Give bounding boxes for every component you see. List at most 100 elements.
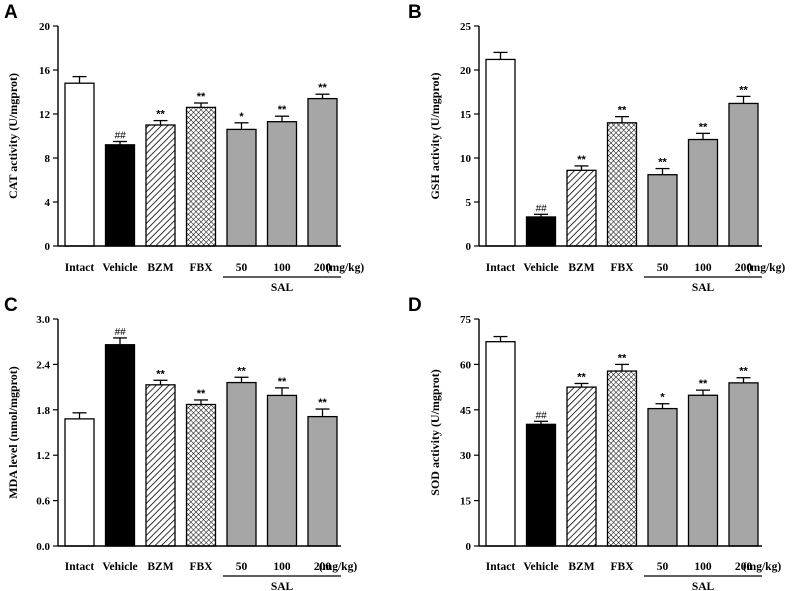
- bar-fbx: [606, 122, 638, 247]
- x-category-label: BZM: [147, 262, 173, 274]
- x-category-label: 200: [735, 561, 753, 573]
- y-axis-label: CAT activity (U/mgprot): [6, 73, 20, 199]
- x-category-label: Intact: [65, 262, 95, 274]
- bar-50: [226, 381, 257, 547]
- x-category-label: 200: [314, 262, 332, 274]
- panel-b: B GSH activity (U/mgprot) 0 5 10 15 20 25 Intact…: [408, 2, 785, 294]
- significance-marker: **: [577, 154, 586, 166]
- y-tick-label: 15: [460, 496, 472, 508]
- significance-marker: **: [577, 371, 586, 383]
- y-tick-label: 30: [460, 450, 472, 462]
- panel-letter: B: [408, 2, 422, 23]
- bar-vehicle: [525, 216, 557, 247]
- significance-marker: ##: [535, 203, 547, 214]
- significance-marker: **: [739, 366, 748, 378]
- bar-100: [687, 138, 719, 247]
- y-tick-label: 16: [39, 65, 51, 77]
- y-tick-label: 20: [460, 65, 472, 77]
- x-category-label: 50: [657, 262, 669, 274]
- y-tick-label: 2.4: [36, 359, 50, 371]
- significance-marker: ##: [535, 410, 547, 421]
- y-tick-label: 0.6: [36, 496, 50, 508]
- x-category-label: Intact: [486, 262, 516, 274]
- y-tick-label: 0: [466, 541, 472, 553]
- significance-marker: **: [658, 157, 667, 169]
- dose-unit-label: (mg/kg): [319, 561, 358, 573]
- x-category-label: FBX: [611, 262, 635, 274]
- x-category-label: FBX: [190, 262, 214, 274]
- bar-bzm: [566, 386, 597, 547]
- x-category-label: 100: [273, 262, 291, 274]
- bar-vehicle: [525, 423, 557, 547]
- significance-marker: **: [278, 104, 287, 116]
- x-category-label: Intact: [65, 561, 95, 573]
- bar-bzm: [566, 169, 597, 247]
- bar-100: [266, 121, 298, 247]
- y-tick-label: 5: [466, 197, 472, 209]
- significance-marker: **: [318, 397, 327, 409]
- y-tick-label: 25: [460, 21, 472, 33]
- panel-d: D SOD activity (U/mgprot) 0 15 30 45 60 75 Intac…: [408, 295, 781, 591]
- significance-marker: ##: [114, 131, 126, 142]
- y-tick-label: 60: [460, 359, 472, 371]
- y-tick-label: 1.2: [36, 450, 50, 462]
- bar-100: [266, 394, 298, 547]
- group-label-sal: SAL: [271, 581, 294, 591]
- significance-marker: **: [156, 368, 165, 380]
- bar-50: [226, 128, 257, 247]
- x-category-label: FBX: [190, 561, 214, 573]
- x-category-label: 100: [694, 561, 712, 573]
- bar-200: [307, 97, 338, 247]
- significance-marker: **: [699, 378, 708, 390]
- y-axis-label: MDA level (nmol/mgprot): [6, 366, 20, 498]
- x-category-label: Vehicle: [523, 561, 558, 573]
- bar-200: [728, 382, 759, 547]
- significance-marker: **: [618, 352, 627, 364]
- x-category-label: 50: [236, 561, 248, 573]
- x-category-label: 50: [236, 262, 248, 274]
- y-tick-label: 20: [39, 21, 51, 33]
- bar-50: [647, 407, 678, 547]
- x-category-label: BZM: [147, 561, 173, 573]
- bar-fbx: [185, 403, 217, 547]
- x-category-label: BZM: [568, 262, 594, 274]
- significance-marker: **: [739, 84, 748, 96]
- dose-unit-label: (mg/kg): [743, 561, 782, 573]
- y-tick-label: 12: [39, 109, 51, 121]
- significance-marker: *: [239, 111, 244, 123]
- x-category-label: 50: [657, 561, 669, 573]
- bar-200: [728, 102, 759, 247]
- bar-100: [687, 394, 719, 547]
- y-tick-label: 15: [460, 109, 472, 121]
- panel-letter: D: [408, 295, 422, 316]
- panel-c: C MDA level (nmol/mgprot) 0.0 0.6 1.2 1.8 2.4 3…: [4, 295, 357, 591]
- x-category-label: Vehicle: [102, 262, 137, 274]
- y-tick-label: 0: [45, 241, 51, 253]
- y-tick-label: 10: [460, 153, 472, 165]
- significance-marker: **: [278, 376, 287, 388]
- significance-marker: **: [156, 109, 165, 121]
- x-category-label: 100: [273, 561, 291, 573]
- bar-bzm: [145, 384, 176, 547]
- significance-marker: ##: [114, 327, 126, 338]
- y-tick-label: 0.0: [36, 541, 50, 553]
- x-category-label: Vehicle: [523, 262, 558, 274]
- x-category-label: 100: [694, 262, 712, 274]
- bar-vehicle: [104, 144, 136, 247]
- panel-letter: C: [4, 295, 18, 316]
- significance-marker: **: [699, 121, 708, 133]
- dose-unit-label: (mg/kg): [747, 262, 786, 274]
- x-category-label: Intact: [486, 561, 516, 573]
- y-axis-label: GSH activity (U/mgprot): [428, 72, 442, 199]
- significance-marker: **: [237, 365, 246, 377]
- x-category-label: BZM: [568, 561, 594, 573]
- panel-a: A CAT activity (U/mgprot) 0 4 8 12 16 20 Intact #…: [4, 2, 364, 294]
- y-tick-label: 1.8: [36, 405, 50, 417]
- bar-50: [647, 174, 678, 247]
- y-tick-label: 8: [45, 153, 51, 165]
- x-category-label: 200: [735, 262, 753, 274]
- group-label-sal: SAL: [271, 282, 294, 294]
- bar-intact: [485, 341, 516, 547]
- y-tick-label: 0: [466, 241, 472, 253]
